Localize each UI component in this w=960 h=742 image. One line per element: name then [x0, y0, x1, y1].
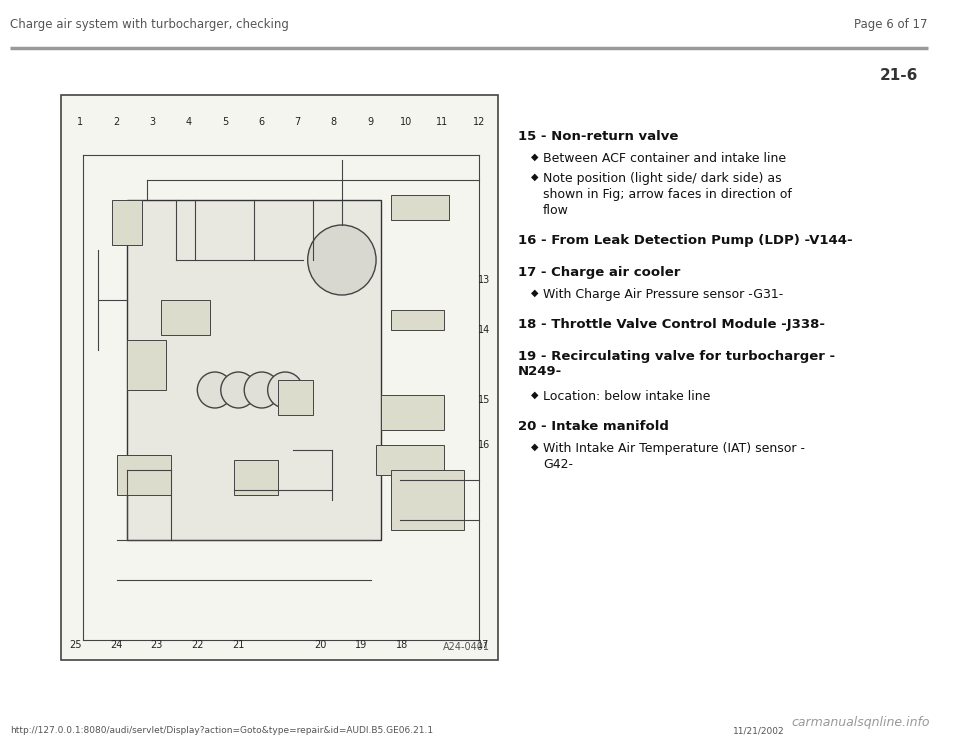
Text: ◆: ◆	[532, 288, 539, 298]
Bar	[127, 200, 381, 540]
Text: ◆: ◆	[532, 152, 539, 162]
Text: 15: 15	[478, 395, 491, 405]
Bar	[391, 195, 449, 220]
FancyBboxPatch shape	[60, 95, 498, 660]
Text: G42-: G42-	[543, 458, 573, 471]
Bar	[376, 445, 444, 475]
Circle shape	[308, 225, 376, 295]
Bar	[391, 310, 444, 330]
Text: 6: 6	[258, 117, 264, 127]
Text: Note position (light side/ dark side) as: Note position (light side/ dark side) as	[543, 172, 781, 185]
Text: 19: 19	[355, 640, 367, 650]
Text: 3: 3	[150, 117, 156, 127]
Bar	[234, 460, 278, 495]
Text: 20 - Intake manifold: 20 - Intake manifold	[517, 420, 668, 433]
Text: 2: 2	[113, 117, 119, 127]
Text: 21-6: 21-6	[879, 68, 918, 83]
Bar	[161, 300, 210, 335]
Text: 16 - From Leak Detection Pump (LDP) -V144-: 16 - From Leak Detection Pump (LDP) -V14…	[517, 234, 852, 247]
Text: Page 6 of 17: Page 6 of 17	[854, 18, 928, 31]
Text: 12: 12	[472, 117, 485, 127]
Text: A24-0401: A24-0401	[444, 642, 491, 652]
Text: flow: flow	[543, 204, 569, 217]
Text: 17: 17	[477, 640, 490, 650]
Text: 15 - Non-return valve: 15 - Non-return valve	[517, 130, 678, 143]
Text: 18: 18	[396, 640, 408, 650]
Bar	[278, 380, 313, 415]
Text: carmanualsqnline.info: carmanualsqnline.info	[791, 716, 929, 729]
Text: 18 - Throttle Valve Control Module -J338-: 18 - Throttle Valve Control Module -J338…	[517, 318, 825, 331]
Text: 10: 10	[400, 117, 412, 127]
Text: 21: 21	[232, 640, 245, 650]
Text: Location: below intake line: Location: below intake line	[543, 390, 710, 403]
Text: 16: 16	[478, 440, 491, 450]
Text: 25: 25	[69, 640, 82, 650]
Text: 19 - Recirculating valve for turbocharger -
N249-: 19 - Recirculating valve for turbocharge…	[517, 350, 835, 378]
Text: http://127.0.0.1:8080/audi/servlet/Display?action=Goto&type=repair&id=AUDI.B5.GE: http://127.0.0.1:8080/audi/servlet/Displ…	[10, 726, 433, 735]
Bar	[112, 200, 142, 245]
Text: With Intake Air Temperature (IAT) sensor -: With Intake Air Temperature (IAT) sensor…	[543, 442, 805, 455]
Text: shown in Fig; arrow faces in direction of: shown in Fig; arrow faces in direction o…	[543, 188, 792, 201]
Text: 23: 23	[151, 640, 163, 650]
Text: ◆: ◆	[532, 442, 539, 452]
Bar	[381, 395, 444, 430]
Circle shape	[244, 372, 279, 408]
Text: 20: 20	[314, 640, 326, 650]
Text: 11: 11	[436, 117, 448, 127]
Text: 14: 14	[478, 325, 491, 335]
Circle shape	[221, 372, 256, 408]
Text: 17 - Charge air cooler: 17 - Charge air cooler	[517, 266, 680, 279]
Text: Between ACF container and intake line: Between ACF container and intake line	[543, 152, 786, 165]
Text: With Charge Air Pressure sensor -G31-: With Charge Air Pressure sensor -G31-	[543, 288, 783, 301]
Text: 24: 24	[109, 640, 122, 650]
Circle shape	[198, 372, 232, 408]
Text: 1: 1	[77, 117, 84, 127]
Text: 8: 8	[330, 117, 337, 127]
Text: 5: 5	[222, 117, 228, 127]
Text: 9: 9	[367, 117, 373, 127]
Text: 11/21/2002: 11/21/2002	[732, 726, 784, 735]
Bar	[117, 455, 171, 495]
Text: 13: 13	[478, 275, 491, 285]
Text: 4: 4	[185, 117, 192, 127]
Text: ◆: ◆	[532, 390, 539, 400]
Bar	[127, 340, 166, 390]
Text: Charge air system with turbocharger, checking: Charge air system with turbocharger, che…	[10, 18, 289, 31]
Text: 7: 7	[295, 117, 300, 127]
Circle shape	[268, 372, 302, 408]
Bar	[391, 470, 464, 530]
Text: 22: 22	[191, 640, 204, 650]
Text: ◆: ◆	[532, 172, 539, 182]
